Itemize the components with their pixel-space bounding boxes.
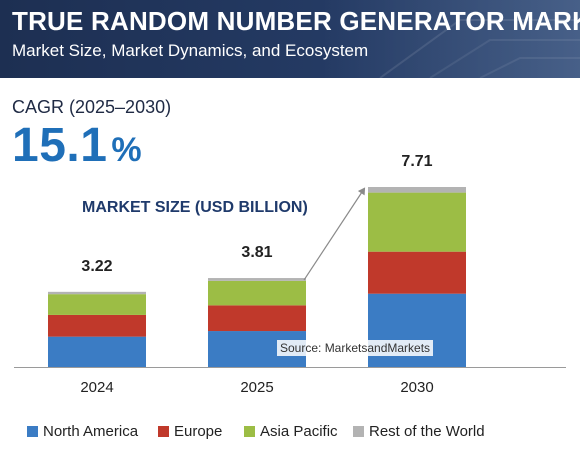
legend-swatch [158, 426, 169, 437]
cagr-label: CAGR (2025–2030) [12, 97, 172, 117]
bar-segment-north-america-2030 [368, 293, 466, 367]
cagr-value: 15.1% [12, 118, 142, 178]
legend-label: Asia Pacific [260, 423, 338, 440]
bar-segment-rest-of-the-world-2030 [368, 187, 466, 193]
legend-label: Rest of the World [369, 423, 485, 440]
cagr-unit: % [111, 131, 142, 169]
chart-title: MARKET SIZE (USD BILLION) [82, 199, 308, 216]
legend-item-rest-of-the-world: Rest of the World [353, 423, 485, 440]
bar-segment-asia-pacific-2030 [368, 192, 466, 252]
legend-label: North America [43, 423, 139, 440]
legend-swatch [27, 426, 38, 437]
source-note: Source: MarketsandMarkets [277, 340, 434, 356]
bar-segment-asia-pacific-2025 [208, 280, 306, 306]
bar-segment-europe-2025 [208, 305, 306, 332]
bar-segment-north-america-2024 [48, 336, 146, 367]
page-title: TRUE RANDOM NUMBER GENERATOR MARKET [12, 6, 580, 36]
header-banner: TRUE RANDOM NUMBER GENERATOR MARKET Mark… [0, 0, 580, 78]
bar-segment-europe-2030 [368, 251, 466, 294]
chart-legend: North America Europe Asia Pacific Rest of t… [0, 423, 580, 443]
bar-segment-europe-2024 [48, 314, 146, 337]
legend-swatch [244, 426, 255, 437]
x-tick-label-2025: 2025 [240, 379, 273, 396]
growth-arrow-head [357, 187, 366, 196]
growth-arrow-line [303, 188, 365, 281]
bar-total-label-2030: 7.71 [401, 153, 432, 170]
x-tick-label-2024: 2024 [80, 379, 113, 396]
legend-item-europe: Europe [158, 423, 222, 440]
legend-label: Europe [174, 423, 223, 440]
x-tick-label-2030: 2030 [400, 379, 433, 396]
legend-swatch [353, 426, 364, 437]
bar-segment-rest-of-the-world-2024 [48, 291, 146, 295]
bar-segment-rest-of-the-world-2025 [208, 278, 306, 281]
bar-total-label-2025: 3.81 [241, 244, 272, 261]
legend-item-asia-pacific: Asia Pacific [244, 423, 338, 440]
header-decoration [320, 0, 580, 78]
bar-segment-asia-pacific-2024 [48, 294, 146, 315]
page-subtitle: Market Size, Market Dynamics, and Ecosys… [12, 41, 369, 60]
cagr-number: 15.1 [12, 119, 108, 172]
bar-total-label-2024: 3.22 [81, 258, 112, 275]
legend-item-north-america: North America [27, 423, 138, 440]
